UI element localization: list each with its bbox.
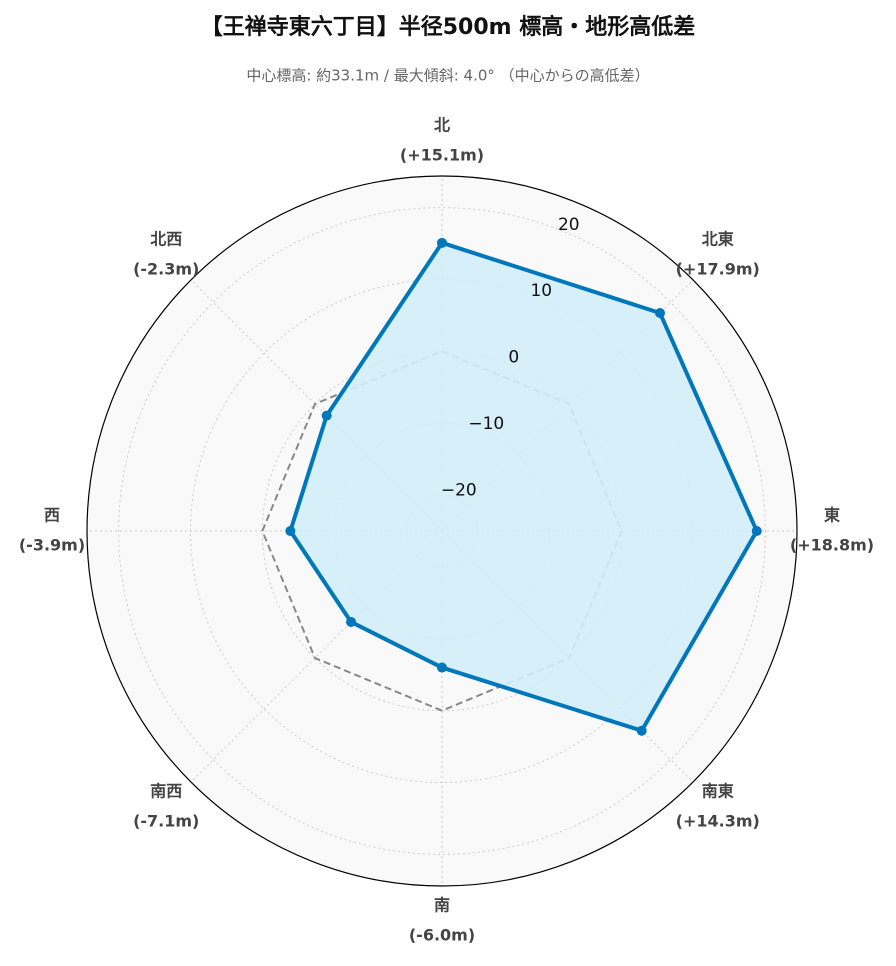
chart-title: 【王禅寺東六丁目】半径500m 標高・地形高低差: [201, 14, 696, 40]
category-label: 東: [824, 506, 840, 525]
spoke: [441, 530, 694, 783]
category-label: 北: [434, 116, 450, 135]
r-tick-label: −10: [468, 414, 504, 434]
chart-subtitle: 中心標高: 約33.1m / 最大傾斜: 4.0° （中心からの高低差）: [246, 67, 649, 85]
data-point: [437, 237, 447, 248]
data-point: [437, 662, 447, 673]
category-label: 北西: [150, 230, 182, 249]
r-tick-label: 20: [558, 215, 580, 235]
category-label: 南東: [702, 781, 734, 800]
value-label: (+18.8m): [790, 536, 874, 555]
category-label: 南西: [150, 781, 182, 800]
value-label: (-2.3m): [133, 260, 199, 279]
value-label: (-3.9m): [19, 536, 85, 555]
data-point: [346, 616, 357, 627]
category-label: 北東: [702, 230, 734, 249]
data-point: [654, 308, 665, 319]
spoke: [190, 279, 443, 532]
data-point: [636, 725, 647, 736]
data-point: [321, 410, 332, 421]
data-point: [285, 526, 296, 536]
value-label: (+14.3m): [676, 811, 760, 830]
category-label: 南: [434, 896, 450, 915]
value-label: (-7.1m): [133, 811, 199, 830]
r-tick-label: −20: [441, 480, 477, 500]
r-tick-label: 0: [508, 348, 519, 368]
grid-circle: [118, 207, 766, 855]
category-label: 西: [44, 506, 60, 525]
value-label: (+15.1m): [400, 146, 484, 165]
plot-border: [86, 175, 798, 887]
value-label: (-6.0m): [409, 926, 475, 945]
baseline: [261, 350, 623, 712]
r-tick-label: 10: [530, 281, 552, 301]
spoke: [190, 530, 443, 783]
value-label: (+17.9m): [676, 260, 760, 279]
data-point: [751, 526, 762, 536]
